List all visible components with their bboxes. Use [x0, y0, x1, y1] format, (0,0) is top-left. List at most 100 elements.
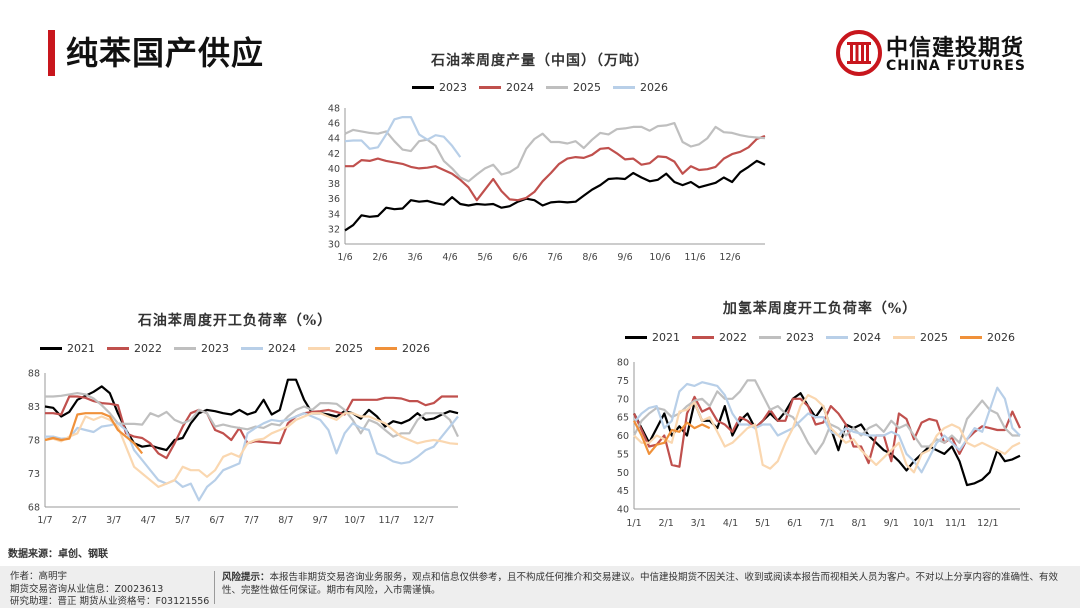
x-tick-label: 8/1 — [852, 518, 867, 529]
y-tick-label: 50 — [617, 468, 629, 479]
legend-label: 2024 — [853, 331, 881, 344]
risk-disclaimer: 风险提示：本报告非期货交易咨询业务服务，观点和信息仅供参考，且不构成任何推介和交… — [222, 571, 1072, 597]
x-tick-label: 7/1 — [819, 518, 834, 529]
x-tick-label: 5/6 — [477, 252, 492, 263]
legend-label: 2026 — [402, 342, 430, 355]
x-tick-label: 1/1 — [626, 518, 641, 529]
legend-label: 2025 — [920, 331, 948, 344]
x-tick-label: 2/7 — [72, 515, 87, 526]
author: 作者：高明宇 — [10, 571, 68, 582]
x-tick-label: 5/1 — [755, 518, 770, 529]
x-tick-label: 1/6 — [337, 252, 352, 263]
legend-swatch — [546, 86, 568, 89]
y-tick-label: 75 — [617, 376, 629, 387]
x-tick-label: 9/7 — [313, 515, 328, 526]
legend-label: 2023 — [201, 342, 229, 355]
legend-item-2026: 2026 — [375, 342, 430, 355]
legend-item-2025: 2025 — [308, 342, 363, 355]
legend-swatch — [479, 86, 501, 89]
legend-swatch — [759, 336, 781, 339]
chart-title: 石油苯周度产量（中国）（万吨） — [431, 53, 649, 69]
chart-legend: 2021 2022 2023 2024 2025 2026 — [600, 331, 1040, 344]
series-line-2026 — [344, 116, 462, 158]
legend-swatch — [692, 336, 714, 339]
legend-label: 2022 — [134, 342, 162, 355]
legend-swatch — [613, 86, 635, 89]
x-tick-label: 2/6 — [372, 252, 387, 263]
y-tick-label: 68 — [28, 503, 40, 514]
y-tick-label: 42 — [328, 149, 340, 160]
legend-label: 2026 — [987, 331, 1015, 344]
chart-crude-benzene-output: 石油苯周度产量（中国）（万吨） 2023 2024 2025 2026 30 32 34 3… — [300, 44, 780, 284]
legend-item-2026: 2026 — [960, 331, 1015, 344]
series-line-2023 — [344, 159, 766, 232]
footer-divider — [214, 571, 215, 604]
x-tick-label: 8/7 — [278, 515, 293, 526]
y-tick-label: 30 — [328, 240, 340, 251]
legend-item-2022: 2022 — [107, 342, 162, 355]
legend-label: 2026 — [640, 81, 668, 94]
y-tick-label: 46 — [328, 119, 340, 130]
legend-swatch — [241, 347, 263, 350]
x-tick-label: 6/6 — [512, 252, 527, 263]
series-line-2023 — [45, 391, 459, 438]
legend-item-2024: 2024 — [479, 81, 534, 94]
chart-crude-benzene-operating-rate: 石油苯周度开工负荷率（%） 2021 2022 2023 2024 2025 2026 6… — [0, 300, 470, 530]
legend-label: 2025 — [573, 81, 601, 94]
page-title: 纯苯国产供应 — [66, 34, 265, 72]
series-line-2025 — [633, 393, 1021, 474]
legend-item-2022: 2022 — [692, 331, 747, 344]
legend-label: 2021 — [67, 342, 95, 355]
legend-item-2021: 2021 — [625, 331, 680, 344]
series-line-2024 — [45, 412, 459, 502]
x-tick-label: 7/6 — [547, 252, 562, 263]
logo-name-cn: 中信建投期货 — [886, 36, 1025, 61]
legend-item-2023: 2023 — [174, 342, 229, 355]
legend-swatch — [893, 336, 915, 339]
x-tick-label: 12/6 — [719, 252, 740, 263]
legend-item-2024: 2024 — [241, 342, 296, 355]
legend-swatch — [308, 347, 330, 350]
x-tick-label: 10/6 — [649, 252, 670, 263]
license: 期货交易咨询从业信息：Z0023613 — [10, 583, 164, 595]
series-line-2021 — [633, 392, 1021, 487]
x-tick-label: 12/7 — [413, 515, 434, 526]
x-tick-label: 2/1 — [659, 518, 674, 529]
x-tick-label: 4/1 — [723, 518, 738, 529]
title-accent-bar — [48, 30, 55, 76]
x-tick-label: 4/6 — [442, 252, 457, 263]
y-tick-label: 38 — [328, 179, 340, 190]
y-tick-label: 60 — [617, 431, 629, 442]
x-tick-label: 11/7 — [378, 515, 399, 526]
legend-item-2025: 2025 — [546, 81, 601, 94]
series-line-2024 — [345, 134, 766, 202]
y-tick-label: 34 — [328, 209, 340, 220]
x-tick-label: 10/7 — [344, 515, 365, 526]
plot-area: 40 45 50 55 60 65 70 75 80 1/1 2/1 3/1 4/1 5/1 6/1 7/1 8… — [617, 358, 1021, 529]
x-tick-label: 12/1 — [977, 518, 998, 529]
footer-author-info: 作者：高明宇 期货交易咨询从业信息：Z0023613 研究助理：晋正 期货从业资… — [10, 571, 209, 609]
legend-swatch — [625, 336, 647, 339]
legend-swatch — [107, 347, 129, 350]
y-tick-label: 65 — [617, 413, 629, 424]
legend-label: 2024 — [506, 81, 534, 94]
y-tick-label: 32 — [328, 224, 340, 235]
legend-item-2025: 2025 — [893, 331, 948, 344]
x-tick-label: 4/7 — [141, 515, 156, 526]
x-tick-label: 1/7 — [37, 515, 52, 526]
chart-legend: 2023 2024 2025 2026 — [300, 81, 780, 94]
logo-name-en: CHINA FUTURES — [886, 58, 1026, 74]
x-tick-label: 7/7 — [244, 515, 259, 526]
chart-title: 加氢苯周度开工负荷率（%） — [722, 301, 918, 317]
y-tick-label: 80 — [617, 358, 629, 369]
plot-area: 68 73 78 83 88 1/7 2/7 3/7 4/7 5/7 6/7 7/7 8/7 9/7 10/… — [28, 369, 459, 526]
series-line-2025 — [44, 412, 459, 488]
chart-title: 石油苯周度开工负荷率（%） — [137, 313, 333, 329]
y-tick-label: 78 — [28, 436, 40, 447]
assistant: 研究助理：晋正 期货从业资格号：F03121556 — [10, 596, 210, 607]
x-tick-label: 3/1 — [691, 518, 706, 529]
legend-label: 2025 — [335, 342, 363, 355]
y-tick-label: 70 — [617, 394, 629, 405]
y-tick-label: 88 — [28, 369, 40, 380]
y-tick-label: 45 — [617, 486, 629, 497]
